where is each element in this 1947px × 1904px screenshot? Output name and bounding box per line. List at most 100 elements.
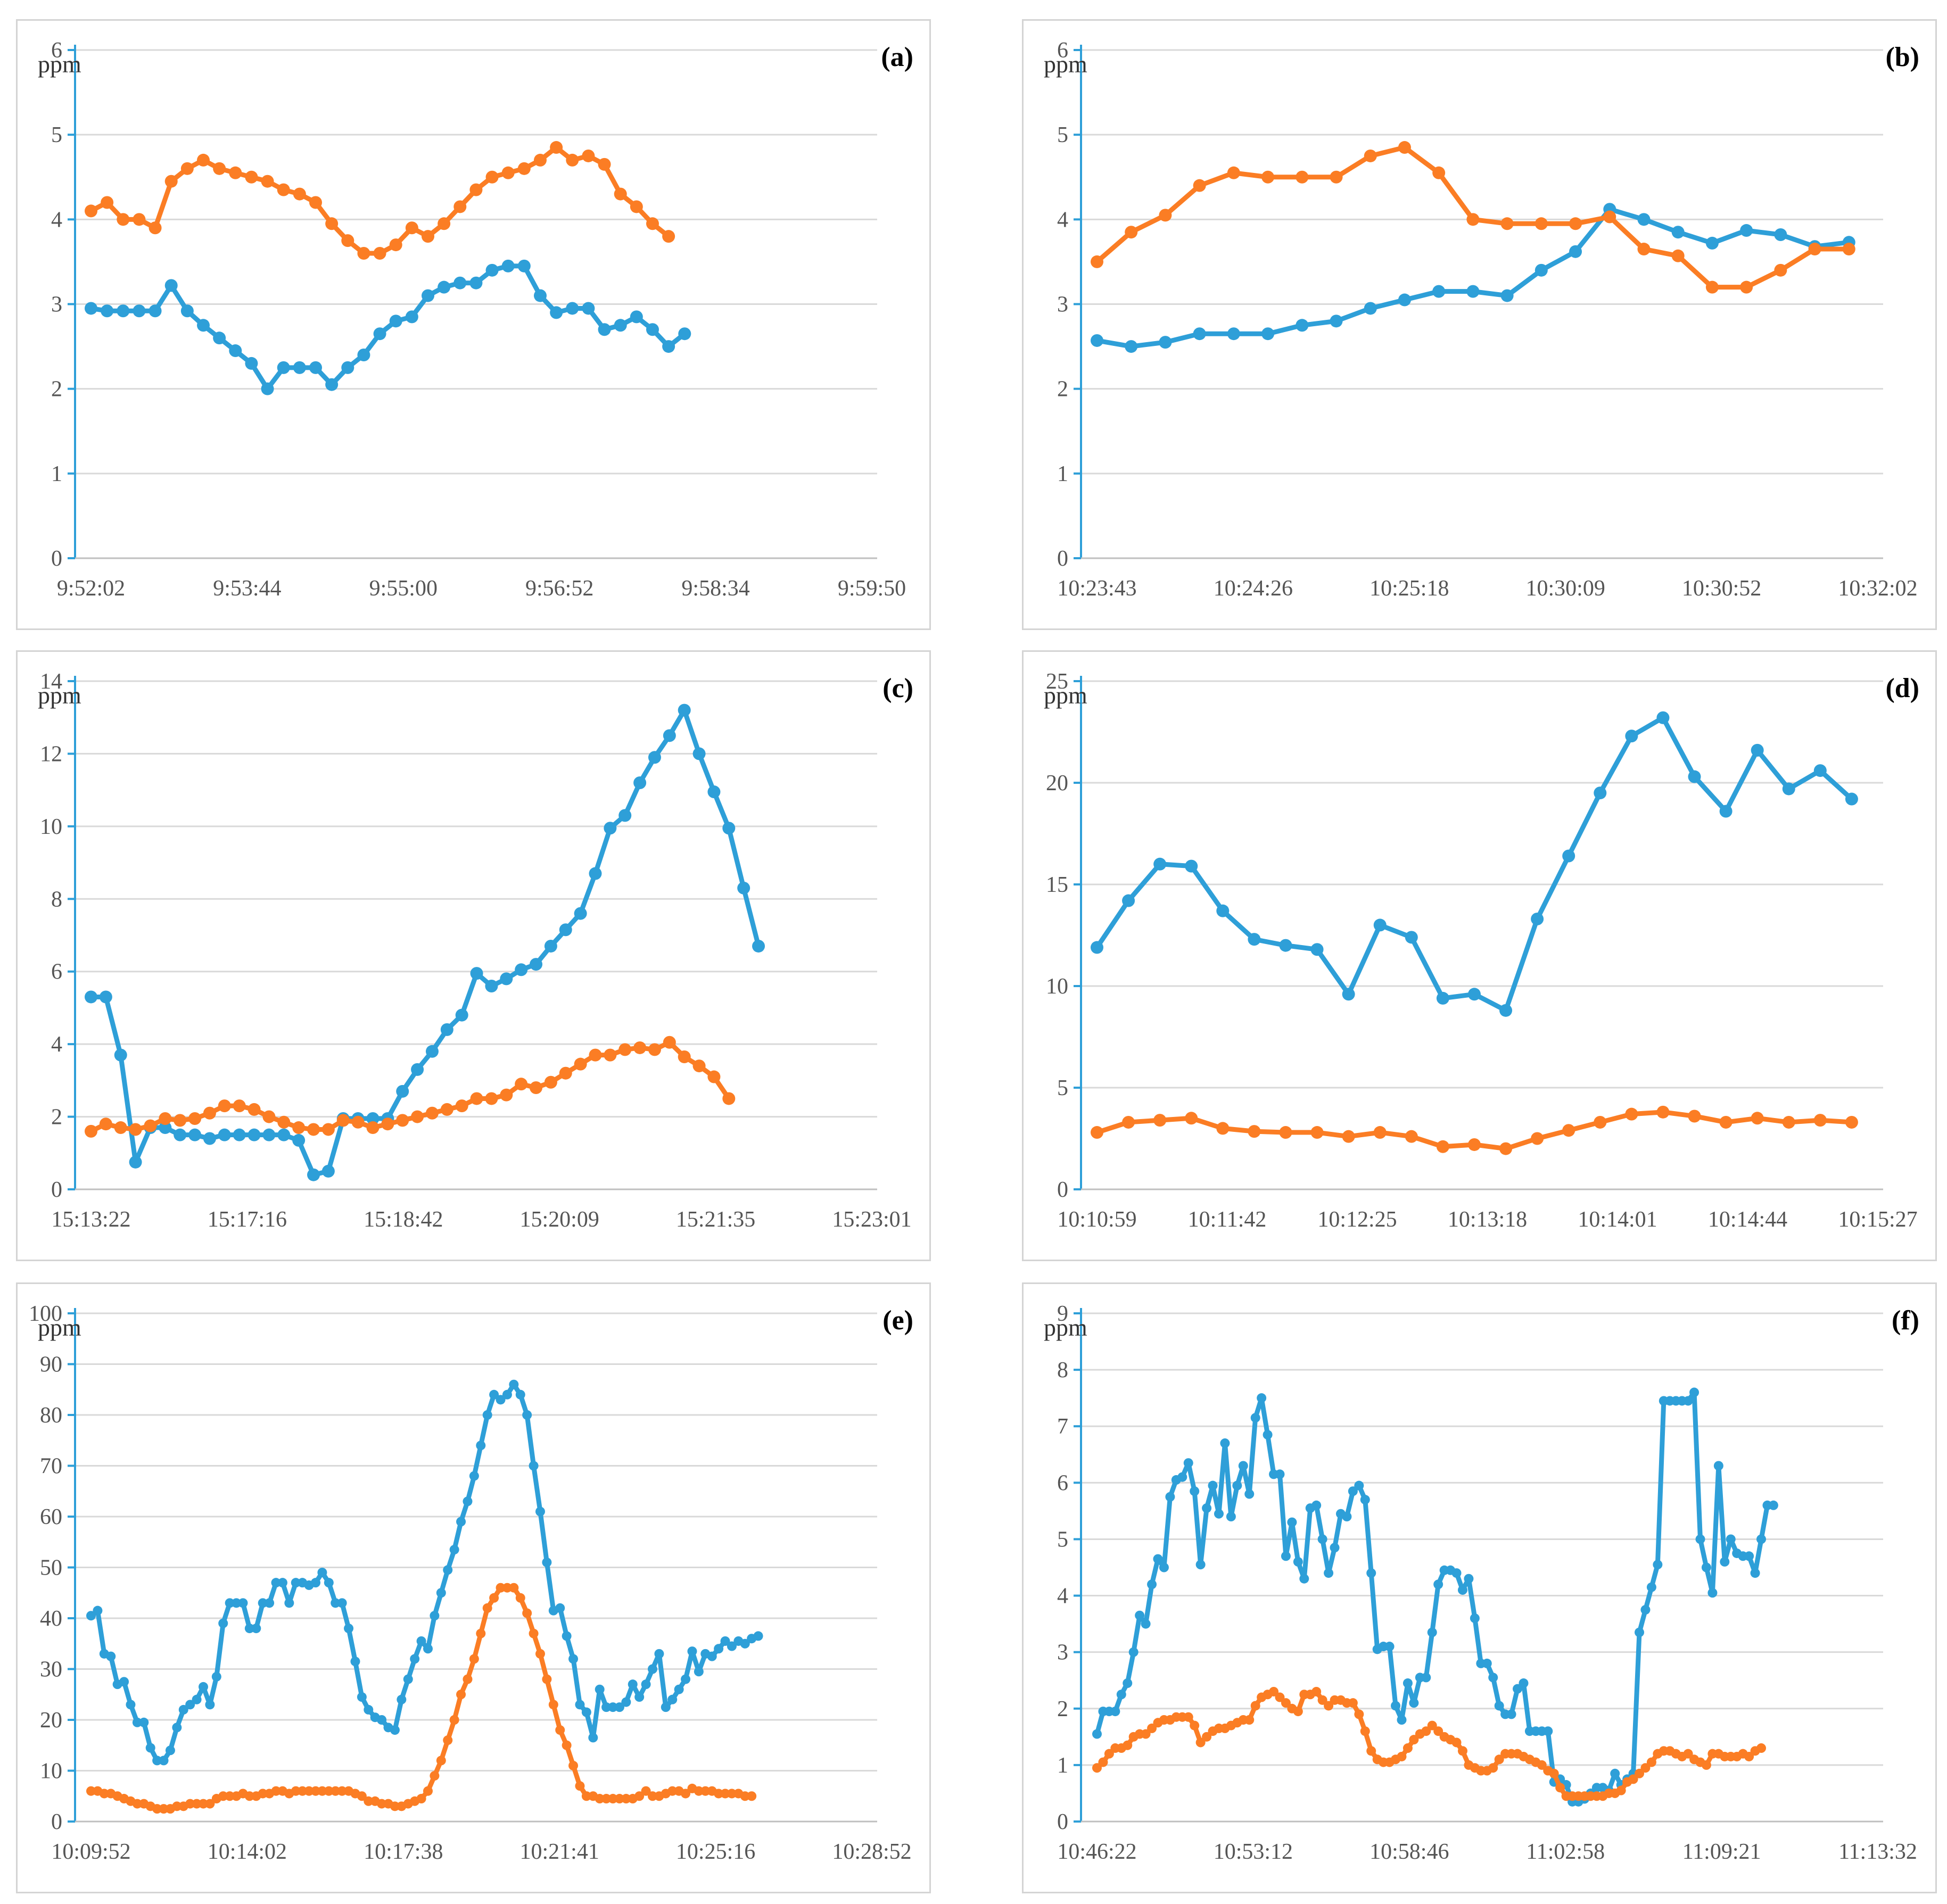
data-point-orange bbox=[1628, 1774, 1638, 1784]
data-point-orange bbox=[1193, 179, 1206, 192]
data-point-blue bbox=[164, 279, 178, 292]
data-point-blue bbox=[1782, 782, 1795, 796]
chart-panel-f: 0 1 2 3 4 5 6 7 8 9 ppm (f) 10:46:22 10:53:12 10:58:46… bbox=[1022, 1282, 1937, 1893]
y-tick-label: 6 bbox=[51, 38, 62, 63]
data-point-blue bbox=[1153, 857, 1167, 871]
data-point-orange bbox=[1269, 1686, 1279, 1696]
y-tick-label: 6 bbox=[1057, 38, 1068, 63]
data-point-orange bbox=[1125, 226, 1138, 239]
data-point-orange bbox=[1159, 209, 1172, 222]
data-point-orange bbox=[1637, 243, 1651, 256]
data-point-orange bbox=[1549, 1768, 1559, 1778]
data-point-orange bbox=[144, 1119, 157, 1132]
data-point-blue bbox=[1569, 245, 1582, 258]
data-point-blue bbox=[1244, 1489, 1255, 1499]
data-point-blue bbox=[482, 1410, 492, 1420]
data-point-blue bbox=[604, 822, 617, 835]
data-point-blue bbox=[598, 323, 611, 336]
y-tick-label: 4 bbox=[1057, 208, 1068, 232]
data-point-blue bbox=[377, 1715, 387, 1725]
data-point-orange bbox=[1248, 1125, 1261, 1138]
data-point-blue bbox=[390, 1725, 400, 1735]
data-point-blue bbox=[654, 1649, 664, 1659]
data-point-blue bbox=[1768, 1500, 1778, 1510]
data-point-blue bbox=[1384, 1642, 1395, 1652]
data-point-orange bbox=[1293, 1707, 1303, 1717]
data-point-blue bbox=[1183, 1458, 1193, 1468]
data-point-orange bbox=[559, 1066, 572, 1080]
data-point-blue bbox=[1470, 1613, 1480, 1623]
data-point-blue bbox=[1348, 1486, 1358, 1496]
data-point-orange bbox=[1808, 243, 1821, 256]
data-point-blue bbox=[1531, 912, 1544, 925]
data-point-blue bbox=[180, 304, 194, 318]
data-point-orange bbox=[185, 1799, 195, 1809]
data-point-blue bbox=[1214, 1509, 1224, 1519]
data-point-blue bbox=[324, 1578, 334, 1588]
data-point-blue bbox=[1436, 991, 1449, 1005]
data-point-blue bbox=[1257, 1393, 1267, 1403]
data-point-orange bbox=[341, 234, 354, 247]
data-point-blue bbox=[245, 357, 258, 370]
data-point-blue bbox=[1116, 1690, 1126, 1700]
data-point-orange bbox=[1373, 1126, 1387, 1139]
data-point-blue bbox=[1122, 894, 1135, 907]
data-point-blue bbox=[389, 314, 402, 328]
data-point-blue bbox=[364, 1704, 374, 1715]
y-tick-label: 20 bbox=[40, 1708, 62, 1733]
x-tick-label: 15:23:01 bbox=[832, 1207, 911, 1232]
x-tick-label: 10:10:59 bbox=[1057, 1207, 1136, 1232]
x-tick-label: 9:53:44 bbox=[213, 576, 281, 601]
data-point-orange bbox=[740, 1791, 750, 1801]
y-tick-label: 10 bbox=[40, 815, 62, 839]
data-point-orange bbox=[1569, 217, 1582, 230]
data-point-blue bbox=[1220, 1438, 1230, 1448]
data-point-orange bbox=[271, 1786, 281, 1796]
x-tick-label: 15:13:22 bbox=[51, 1207, 130, 1232]
x-tick-label: 10:11:42 bbox=[1188, 1207, 1267, 1232]
data-point-blue bbox=[344, 1624, 354, 1634]
data-point-orange bbox=[99, 1789, 109, 1799]
y-tick-label: 0 bbox=[51, 1178, 62, 1202]
data-point-orange bbox=[700, 1786, 711, 1796]
data-point-orange bbox=[1594, 1115, 1607, 1129]
data-point-orange bbox=[555, 1725, 565, 1735]
data-point-orange bbox=[1216, 1122, 1230, 1135]
data-point-orange bbox=[667, 1786, 678, 1796]
y-tick-label: 6 bbox=[1057, 1471, 1068, 1495]
data-point-blue bbox=[396, 1085, 409, 1098]
data-point-orange bbox=[440, 1103, 453, 1116]
data-point-blue bbox=[1153, 1554, 1163, 1564]
data-point-blue bbox=[1398, 293, 1411, 307]
data-point-blue bbox=[559, 923, 572, 937]
data-point-blue bbox=[366, 1112, 380, 1125]
data-point-blue bbox=[1845, 792, 1858, 806]
data-point-blue bbox=[1750, 1568, 1760, 1578]
panel-label: (f) bbox=[1892, 1305, 1919, 1336]
y-tick-label: 10 bbox=[1046, 974, 1068, 999]
data-point-blue bbox=[694, 1667, 704, 1677]
data-point-blue bbox=[325, 378, 339, 391]
data-point-blue bbox=[489, 1389, 499, 1400]
data-point-blue bbox=[1653, 1560, 1663, 1570]
data-point-blue bbox=[132, 1717, 142, 1727]
series-line-orange bbox=[89, 145, 670, 256]
data-point-blue bbox=[588, 1733, 598, 1743]
data-point-blue bbox=[542, 1557, 552, 1567]
y-tick-label: 7 bbox=[1057, 1414, 1068, 1439]
data-point-orange bbox=[1457, 1746, 1467, 1756]
data-point-blue bbox=[1534, 263, 1548, 277]
data-point-blue bbox=[1519, 1678, 1529, 1688]
data-point-blue bbox=[456, 1517, 466, 1527]
data-point-orange bbox=[544, 1075, 557, 1089]
data-point-orange bbox=[575, 1781, 585, 1791]
data-point-blue bbox=[470, 967, 483, 980]
data-point-orange bbox=[1719, 1115, 1732, 1129]
data-point-blue bbox=[1464, 1574, 1474, 1584]
data-point-orange bbox=[574, 1057, 587, 1071]
data-point-blue bbox=[678, 327, 691, 341]
data-point-blue bbox=[535, 1506, 545, 1517]
data-point-blue bbox=[117, 304, 130, 318]
data-point-blue bbox=[1774, 228, 1787, 241]
